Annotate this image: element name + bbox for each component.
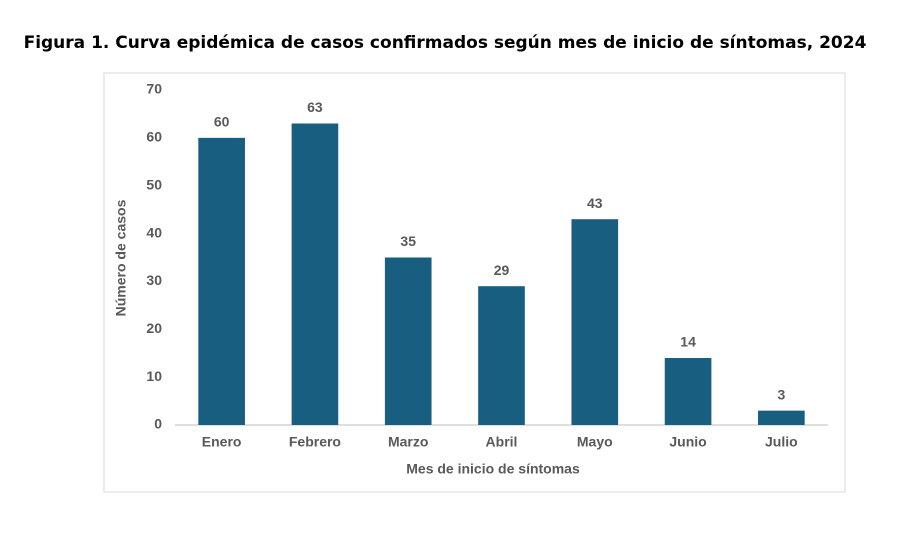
x-tick-label: Abril — [486, 434, 518, 450]
x-tick-label: Marzo — [388, 434, 428, 450]
x-tick-label: Junio — [669, 434, 706, 450]
data-label: 3 — [777, 386, 785, 402]
bar — [198, 137, 245, 425]
data-label: 14 — [680, 334, 696, 350]
y-tick-label: 60 — [146, 129, 162, 145]
bar — [478, 286, 525, 425]
y-tick-label: 50 — [146, 176, 162, 192]
y-tick-label: 70 — [146, 81, 162, 97]
y-tick-label: 0 — [154, 416, 162, 432]
data-label: 63 — [307, 99, 323, 115]
data-label: 60 — [214, 114, 230, 130]
chart-frame — [103, 72, 846, 493]
x-tick-label: Julio — [765, 434, 798, 450]
y-tick-label: 10 — [146, 368, 162, 384]
data-label: 43 — [587, 195, 603, 211]
bar — [664, 358, 712, 425]
y-tick-label: 40 — [146, 224, 162, 240]
y-axis-title: Número de casos — [113, 199, 129, 316]
chart-title: Figura 1. Curva epidémica de casos confi… — [24, 33, 867, 53]
bar — [758, 410, 805, 425]
x-tick-label: Febrero — [289, 434, 341, 450]
x-axis-title: Mes de inicio de síntomas — [406, 461, 580, 477]
y-tick-label: 30 — [146, 272, 162, 288]
data-label: 35 — [400, 233, 416, 249]
data-label: 29 — [494, 262, 510, 278]
x-tick-label: Enero — [202, 434, 242, 450]
bar — [291, 123, 339, 425]
bar — [384, 257, 432, 425]
bar — [571, 219, 619, 425]
y-tick-label: 20 — [146, 320, 162, 336]
x-tick-label: Mayo — [577, 434, 613, 450]
